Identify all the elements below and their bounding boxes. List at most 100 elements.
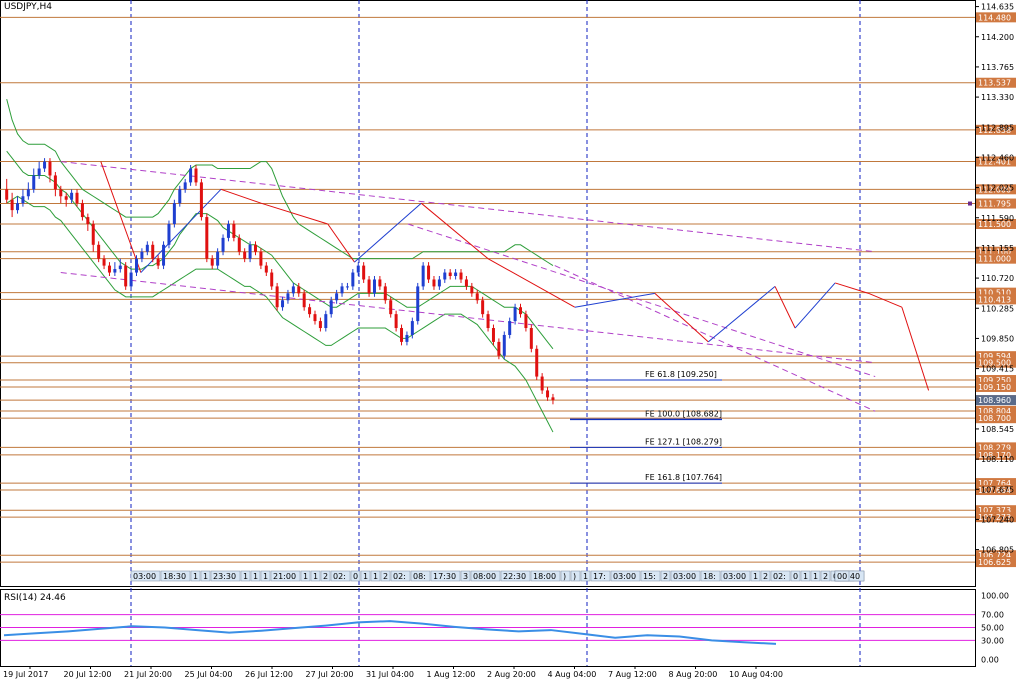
candle-body xyxy=(324,314,328,329)
time-marker-label: 1 xyxy=(803,572,808,581)
candle-body xyxy=(405,334,409,342)
candle-body xyxy=(113,269,117,273)
time-marker-label: 0 xyxy=(793,572,798,581)
time-marker-label: 1 xyxy=(193,572,198,581)
candle-body xyxy=(372,279,376,294)
candle-body xyxy=(118,265,122,270)
time-marker-box xyxy=(500,570,531,582)
level-box xyxy=(976,485,1016,496)
band-lower xyxy=(6,195,554,433)
fib-label: FE 100.0 [108.682] xyxy=(645,409,722,418)
time-marker-label: 18:30 xyxy=(163,572,186,581)
level-box xyxy=(976,505,1016,516)
level-label: 111.500 xyxy=(978,220,1011,229)
time-marker-box xyxy=(834,570,850,582)
time-marker-label: 17: xyxy=(593,572,606,581)
zigzag-segment xyxy=(487,258,576,308)
y-tick-label: 113.765 xyxy=(981,63,1014,72)
main-panel-border xyxy=(0,0,976,587)
time-marker-box xyxy=(210,570,241,582)
time-marker-label: 1 xyxy=(243,572,248,581)
rsi-line xyxy=(3,620,777,645)
candle-body xyxy=(156,258,160,266)
candle-body xyxy=(513,307,517,322)
candle-body xyxy=(189,168,193,183)
time-marker-label: 2 xyxy=(323,572,328,581)
x-tick-label: 26 Jul 12:00 xyxy=(245,670,293,679)
time-marker-box xyxy=(640,570,661,582)
candle-body xyxy=(448,272,452,277)
candle-body xyxy=(367,279,371,294)
y-tick-label: 108.110 xyxy=(981,455,1014,464)
candle-body xyxy=(199,182,203,218)
candle-body xyxy=(437,279,441,287)
candle-body xyxy=(53,175,57,190)
candle-body xyxy=(64,196,68,200)
candle-body xyxy=(194,168,198,183)
candle-body xyxy=(551,397,555,401)
time-marker-label: 02: xyxy=(773,572,786,581)
y-tick-label: 109.415 xyxy=(981,365,1014,374)
level-box xyxy=(976,357,1016,368)
time-marker-box xyxy=(810,570,821,582)
candle-body xyxy=(232,223,236,238)
x-tick-label: 31 Jul 04:00 xyxy=(366,670,414,679)
candle-body xyxy=(529,328,533,349)
time-marker-box xyxy=(300,570,311,582)
candle-body xyxy=(5,189,9,200)
candle-body xyxy=(205,217,209,259)
time-marker-box xyxy=(820,570,831,582)
time-marker-box xyxy=(130,570,161,582)
candle-body xyxy=(432,279,436,287)
level-label: 111.100 xyxy=(978,248,1011,257)
level-box xyxy=(976,413,1016,424)
x-tick-label: 21 Jul 20:00 xyxy=(124,670,172,679)
level-box xyxy=(976,449,1016,460)
candle-body xyxy=(183,182,187,190)
y-tick-label: 107.675 xyxy=(981,485,1014,494)
time-marker-box xyxy=(310,570,321,582)
time-marker-box xyxy=(530,570,561,582)
time-marker-box xyxy=(720,570,751,582)
candle-body xyxy=(221,237,225,252)
zigzag-segment xyxy=(220,188,262,204)
zigzag-segment xyxy=(100,161,142,273)
candle-body xyxy=(151,244,155,259)
time-marker-label: 1 xyxy=(813,572,818,581)
time-marker-label: 2 xyxy=(763,572,768,581)
candle-body xyxy=(394,314,398,329)
zigzag-segment xyxy=(834,282,869,294)
zigzag-segment xyxy=(260,202,328,225)
time-marker-box xyxy=(770,570,791,582)
candle-body xyxy=(508,321,512,335)
level-label: 114.480 xyxy=(978,13,1011,22)
time-marker-box xyxy=(350,570,361,582)
time-marker-box xyxy=(800,570,811,582)
level-box xyxy=(976,77,1016,88)
fib-label: FE 161.8 [107.764] xyxy=(645,473,722,482)
time-marker-label: 23:30 xyxy=(213,572,236,581)
level-label: 110.510 xyxy=(978,289,1011,298)
time-marker-box xyxy=(470,570,501,582)
time-marker-box xyxy=(260,570,271,582)
candle-body xyxy=(540,376,544,391)
candle-body xyxy=(167,223,171,245)
candle-body xyxy=(546,390,550,398)
candle-body xyxy=(75,192,79,204)
candle-body xyxy=(140,251,144,259)
level-box xyxy=(976,294,1016,305)
time-marker-label: 18: xyxy=(703,572,716,581)
candle-body xyxy=(243,251,247,259)
x-tick-label: 10 Aug 04:00 xyxy=(729,670,783,679)
candle-body xyxy=(524,314,528,329)
zigzag-segment xyxy=(354,202,422,263)
time-marker-label: 02: xyxy=(393,572,406,581)
time-marker-box xyxy=(240,570,251,582)
candle-body xyxy=(410,321,414,335)
band-upper xyxy=(6,99,554,267)
candle-body xyxy=(443,272,447,280)
rsi-title: RSI(14) 24.46 xyxy=(4,593,66,603)
candle-body xyxy=(308,307,312,315)
candle-body xyxy=(464,279,468,287)
time-marker-box xyxy=(160,570,191,582)
